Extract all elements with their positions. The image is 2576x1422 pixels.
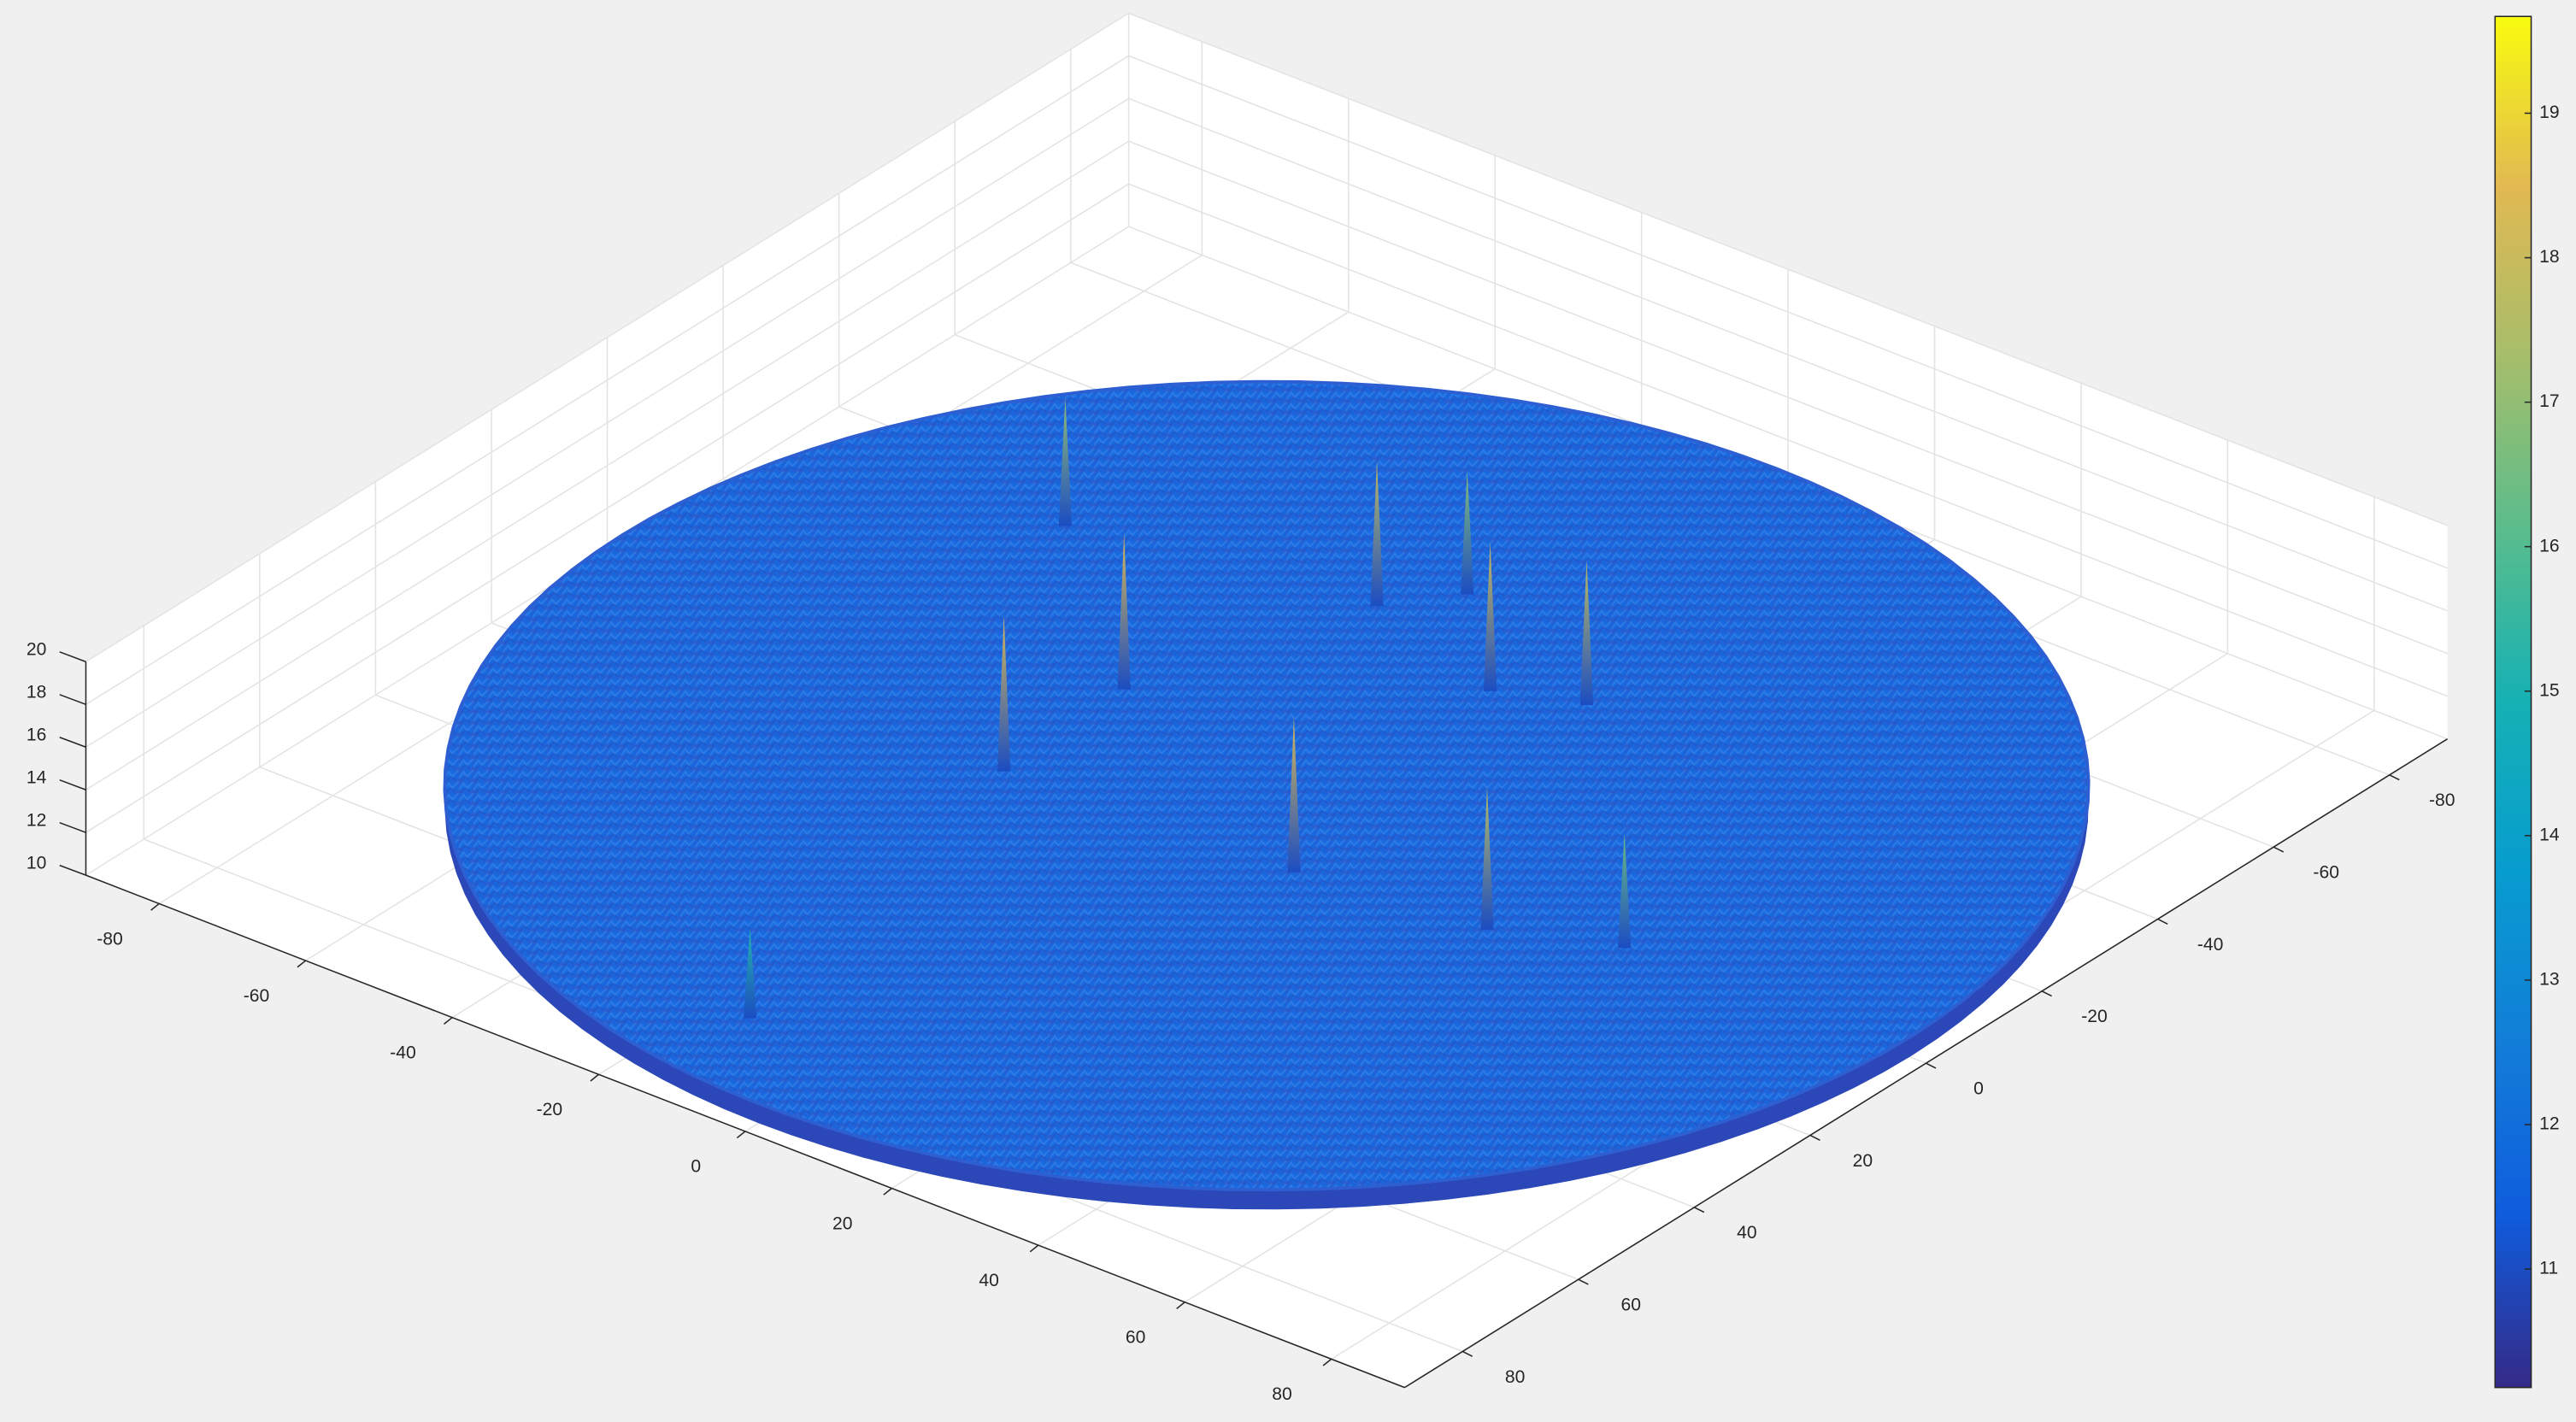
grid-line: [85, 97, 1130, 748]
y-tick-label: -40: [2197, 935, 2224, 955]
y-tick-label: -80: [2429, 790, 2455, 810]
colorbar-tick-label: 14: [2539, 825, 2560, 844]
z-tick: [59, 737, 86, 748]
colorbar-tick-label: 16: [2539, 536, 2560, 555]
y-tick: [1461, 1350, 1473, 1357]
x-tick: [1322, 1358, 1332, 1366]
z-tick-label: 20: [26, 639, 47, 659]
x-tick-label: -80: [97, 929, 123, 949]
grid-line: [85, 12, 1130, 663]
y-tick-label: -20: [2081, 1007, 2108, 1026]
grid-line: [85, 140, 1130, 790]
y-tick-label: 60: [1621, 1295, 1642, 1314]
y-tick-label: 20: [1853, 1151, 1873, 1171]
x-tick-label: 80: [1272, 1384, 1292, 1404]
x-tick-label: 60: [1126, 1328, 1146, 1348]
colorbar-tick-label: 17: [2539, 391, 2560, 411]
peak: [1058, 397, 1073, 526]
z-tick-label: 10: [26, 853, 47, 873]
y-tick: [2041, 990, 2052, 997]
colorbar-tick-label: 13: [2539, 969, 2560, 989]
grid-line: [1128, 55, 2448, 569]
x-tick-label: 40: [979, 1271, 999, 1290]
x-tick: [736, 1131, 746, 1139]
y-tick: [1694, 1207, 1705, 1213]
peak: [1579, 560, 1594, 706]
grid-line: [1128, 140, 2448, 655]
z-tick: [59, 821, 86, 833]
z-tick: [59, 779, 86, 790]
z-tick-label: 12: [26, 810, 47, 830]
x-tick: [297, 960, 307, 968]
y-tick: [1578, 1278, 1589, 1285]
z-tick: [59, 651, 86, 663]
surface: [443, 379, 2091, 1192]
colorbar-tick-label: 12: [2539, 1114, 2560, 1134]
y-tick: [2389, 774, 2400, 781]
y-tick: [1926, 1062, 1937, 1069]
x-tick-label: -40: [390, 1043, 416, 1063]
peak: [1117, 533, 1131, 690]
x-tick-label: 0: [691, 1157, 701, 1177]
x-tick-label: 20: [832, 1213, 853, 1233]
x-tick: [443, 1017, 453, 1025]
x-tick: [590, 1073, 599, 1082]
y-tick-label: 80: [1505, 1367, 1526, 1387]
z-tick: [59, 864, 86, 876]
y-tick: [2273, 846, 2285, 853]
colorbar-tick-label: 19: [2539, 103, 2560, 122]
z-tick: [59, 694, 86, 706]
colorbar-tick-label: 15: [2539, 680, 2560, 700]
grid-line: [1128, 12, 2448, 526]
x-tick-label: -20: [537, 1100, 563, 1119]
peak: [743, 928, 757, 1019]
x-tick-label: -60: [244, 986, 270, 1006]
colorbar-tick-label: 18: [2539, 247, 2560, 267]
x-tick: [150, 902, 160, 911]
z-tick-label: 18: [26, 682, 47, 702]
grid-line: [1128, 97, 2448, 612]
z-tick-label: 16: [26, 725, 47, 744]
peak: [1617, 832, 1632, 949]
peak: [1483, 541, 1497, 691]
colorbar-tick-label: 11: [2539, 1259, 2558, 1278]
y-tick: [1809, 1134, 1820, 1141]
peak: [1370, 461, 1384, 607]
peak: [1461, 470, 1474, 595]
x-tick: [1176, 1302, 1185, 1310]
grid-line: [85, 55, 1130, 705]
x-tick: [1029, 1244, 1039, 1253]
x-tick: [883, 1187, 892, 1196]
colorbar: [2494, 15, 2532, 1389]
grid-line: [85, 183, 1130, 833]
y-tick-label: 0: [1973, 1078, 1984, 1098]
peak: [997, 615, 1011, 772]
y-tick: [2157, 918, 2168, 925]
grid-line: [1128, 183, 2448, 697]
y-tick-label: 40: [1737, 1223, 1757, 1243]
peak: [1480, 786, 1494, 931]
peak: [1287, 716, 1301, 873]
z-tick-label: 14: [26, 767, 47, 787]
y-tick-label: -60: [2313, 862, 2339, 882]
